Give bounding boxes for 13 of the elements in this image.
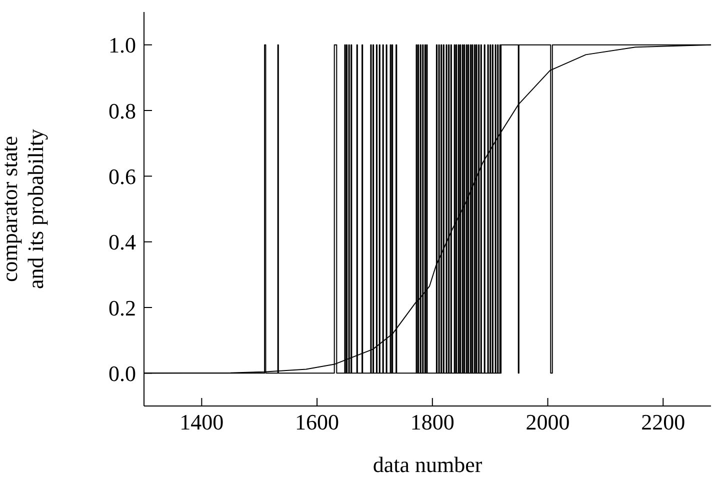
y-tick-label: 0.2 — [108, 295, 136, 320]
y-axis-title: comparator state and its probability — [0, 128, 48, 290]
x-tick-label: 1400 — [180, 410, 224, 435]
y-tick-label: 0.0 — [108, 360, 136, 386]
y-tick-label: 0.6 — [108, 164, 136, 189]
x-tick-label: 2200 — [641, 410, 686, 435]
y-tick-label: 0.4 — [108, 230, 136, 255]
y-tick-label: 1.0 — [108, 32, 136, 58]
x-tick-label: 1600 — [295, 410, 340, 435]
y-tick-label: 0.8 — [108, 98, 136, 124]
x-axis-title: data number — [372, 452, 483, 477]
x-tick-label: 1800 — [410, 410, 454, 435]
x-tick-label: 2000 — [526, 410, 570, 435]
